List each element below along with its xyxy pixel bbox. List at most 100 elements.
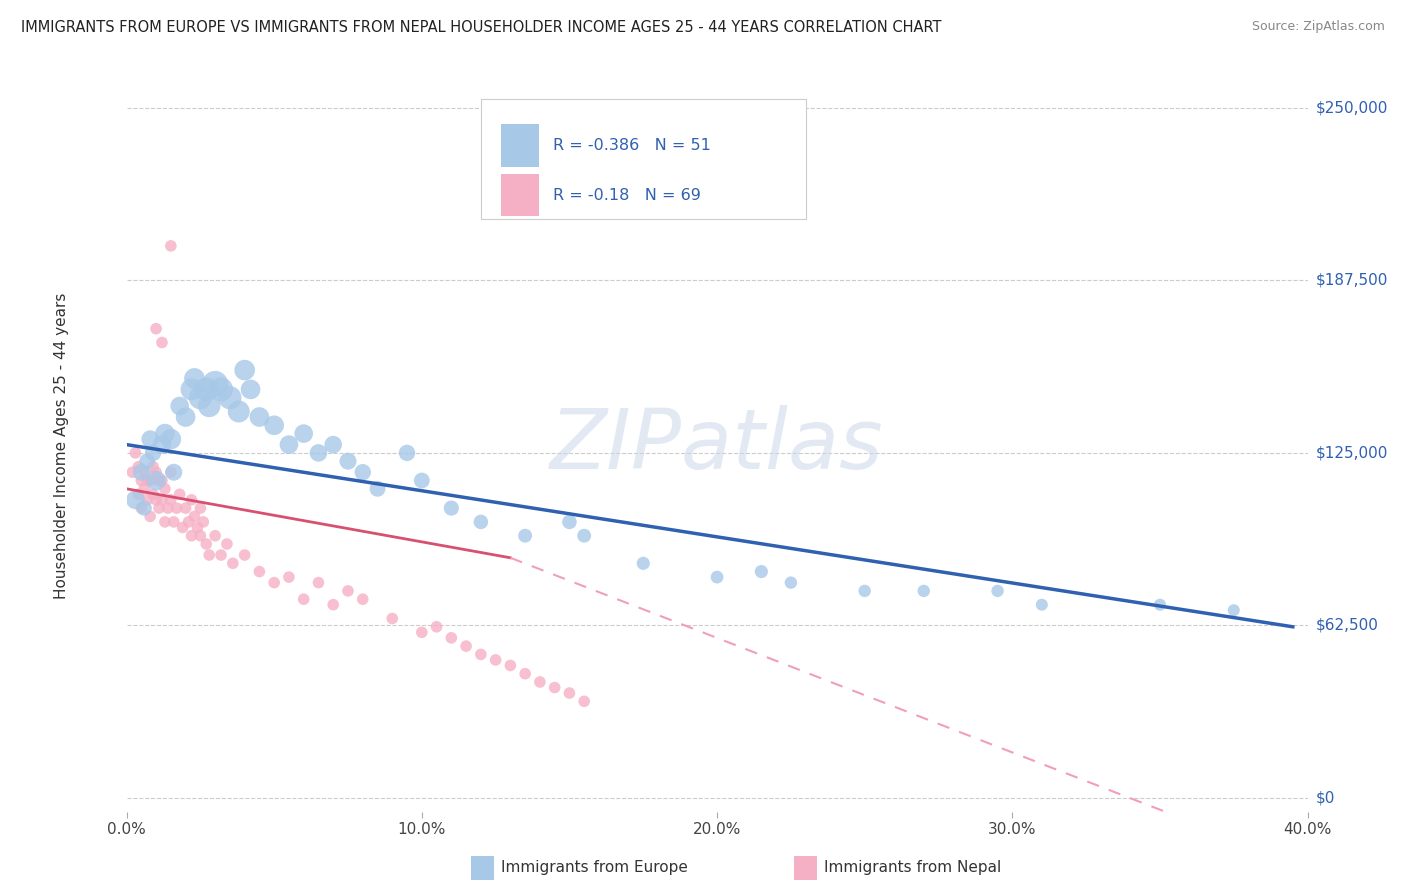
Point [751,565,773,579]
Point [134,501,156,516]
Point [177,515,200,529]
Point [198,399,221,413]
FancyBboxPatch shape [481,99,806,219]
Point [142,446,165,460]
Point [163,515,186,529]
Point [987,583,1010,598]
Text: $0: $0 [1316,790,1336,805]
Point [706,570,728,584]
Point [912,583,935,598]
Point [159,465,183,479]
Point [156,501,179,516]
Point [183,509,205,524]
Point [145,474,167,488]
Point [853,583,876,598]
Point [136,492,159,507]
Point [153,515,176,529]
Point [219,391,242,405]
Point [204,376,226,391]
Point [204,529,226,543]
Point [263,418,285,433]
Bar [501,124,538,167]
Text: IMMIGRANTS FROM EUROPE VS IMMIGRANTS FROM NEPAL HOUSEHOLDER INCOME AGES 25 - 44 : IMMIGRANTS FROM EUROPE VS IMMIGRANTS FRO… [21,20,942,35]
Point [186,520,208,534]
Text: $250,000: $250,000 [1316,101,1388,115]
Point [150,492,173,507]
Point [247,565,270,579]
Point [1222,603,1246,617]
Text: ZIPatlas: ZIPatlas [550,406,884,486]
Point [239,383,262,397]
Point [159,492,183,507]
Point [366,482,388,496]
Point [139,432,162,446]
Point [127,459,149,474]
Point [145,492,167,507]
Point [292,592,315,607]
Bar [501,174,538,217]
Point [142,459,165,474]
Point [136,474,159,488]
Point [180,492,202,507]
Point [129,501,153,516]
Point [124,492,146,507]
Point [470,648,492,662]
Point [195,537,218,551]
Point [166,501,188,516]
Point [153,482,176,496]
Point [263,575,285,590]
Point [411,474,433,488]
Point [558,156,581,170]
Point [139,474,162,488]
Point [174,501,197,516]
Point [124,446,146,460]
Point [779,575,801,590]
Text: $187,500: $187,500 [1316,273,1388,288]
Point [188,501,211,516]
Point [228,404,250,418]
Point [1031,598,1053,612]
Point [188,391,211,405]
Point [180,383,202,397]
Point [174,410,197,425]
Point [515,529,537,543]
Point [558,515,581,529]
Point [337,454,360,468]
Text: Immigrants from Europe: Immigrants from Europe [501,860,688,874]
Point [172,520,194,534]
Point [278,570,301,584]
Point [134,465,156,479]
Point [307,575,329,590]
Point [233,548,256,562]
Point [515,666,537,681]
Point [233,363,256,377]
Point [163,465,186,479]
Point [150,474,173,488]
Point [337,583,360,598]
Point [121,465,143,479]
Point [169,399,191,413]
Point [136,454,159,468]
Point [574,694,596,708]
Point [454,639,477,653]
Point [543,681,565,695]
Point [159,432,183,446]
Point [381,611,404,625]
Text: Source: ZipAtlas.com: Source: ZipAtlas.com [1251,20,1385,33]
Point [307,446,329,460]
Point [558,686,581,700]
Point [215,537,238,551]
Point [209,548,232,562]
Point [134,482,156,496]
Text: R = -0.386   N = 51: R = -0.386 N = 51 [553,137,711,153]
Point [153,426,176,441]
Point [322,437,344,451]
Point [148,474,170,488]
Point [499,658,522,673]
Point [169,487,191,501]
Text: $62,500: $62,500 [1316,618,1379,633]
Point [470,515,492,529]
Point [440,501,463,516]
Point [198,548,221,562]
Point [631,557,654,571]
